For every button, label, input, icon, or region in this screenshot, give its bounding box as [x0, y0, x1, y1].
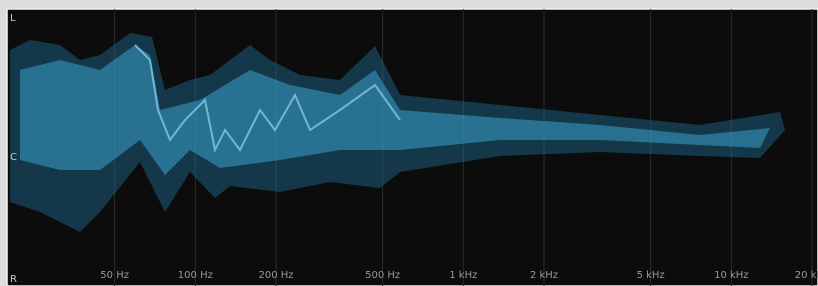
- x-tick-label: 20 kHz: [795, 270, 818, 281]
- x-tick-label: 50 Hz: [100, 270, 129, 281]
- stereo-spectrum-scope: L C R 50 Hz 100 Hz 200 Hz 500 Hz 1 kHz 2 kHz 5…: [0, 0, 818, 286]
- x-tick-label: 10 kHz: [714, 270, 748, 281]
- x-tick-label: 100 Hz: [178, 270, 213, 281]
- x-tick-label: 500 Hz: [365, 270, 400, 281]
- x-tick-label: 5 kHz: [637, 270, 665, 281]
- channel-label: R: [10, 274, 17, 285]
- x-tick-label: 200 Hz: [258, 270, 293, 281]
- x-tick-label: 2 kHz: [530, 270, 558, 281]
- x-tick-label: 1 kHz: [449, 270, 477, 281]
- channel-label: C: [10, 152, 17, 163]
- channel-label: L: [10, 13, 16, 24]
